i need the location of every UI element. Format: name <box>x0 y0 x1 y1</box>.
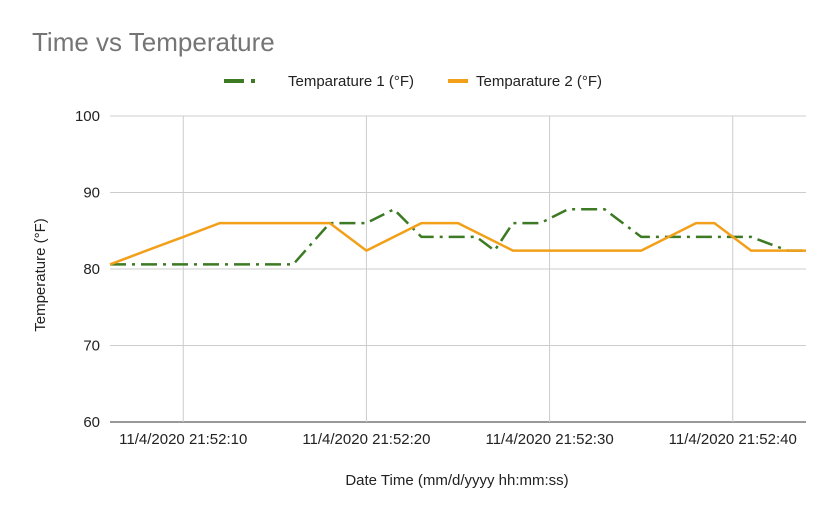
chart-title: Time vs Temperature <box>32 27 275 57</box>
series-lines[interactable] <box>109 208 806 266</box>
y-tick-label: 90 <box>83 185 100 202</box>
y-tick-label: 70 <box>83 338 100 355</box>
x-tick-label: 11/4/2020 21:52:40 <box>669 431 797 448</box>
x-axis-title: Date Time (mm/d/yyyy hh:mm:ss) <box>345 472 568 489</box>
legend-label-2[interactable]: Temparature 2 (°F) <box>476 73 602 90</box>
legend-label-1[interactable]: Temparature 1 (°F) <box>288 73 414 90</box>
series-line-1[interactable] <box>110 208 806 266</box>
y-axis-title: Temperature (°F) <box>32 218 49 332</box>
y-tick-label: 60 <box>83 414 100 431</box>
y-tick-label: 100 <box>75 108 100 125</box>
x-tick-label: 11/4/2020 21:52:20 <box>302 431 430 448</box>
y-axis-ticks: 100 90 80 70 60 <box>75 108 100 431</box>
legend[interactable]: Temparature 1 (°F) Temparature 2 (°F) <box>224 73 602 90</box>
x-tick-label: 11/4/2020 21:52:10 <box>119 431 247 448</box>
y-tick-label: 80 <box>83 261 100 278</box>
x-axis-ticks: 11/4/2020 21:52:10 11/4/2020 21:52:20 11/4… <box>119 431 797 448</box>
series-line-2[interactable] <box>109 221 806 266</box>
x-tick-label: 11/4/2020 21:52:30 <box>485 431 613 448</box>
gridlines <box>110 115 806 423</box>
